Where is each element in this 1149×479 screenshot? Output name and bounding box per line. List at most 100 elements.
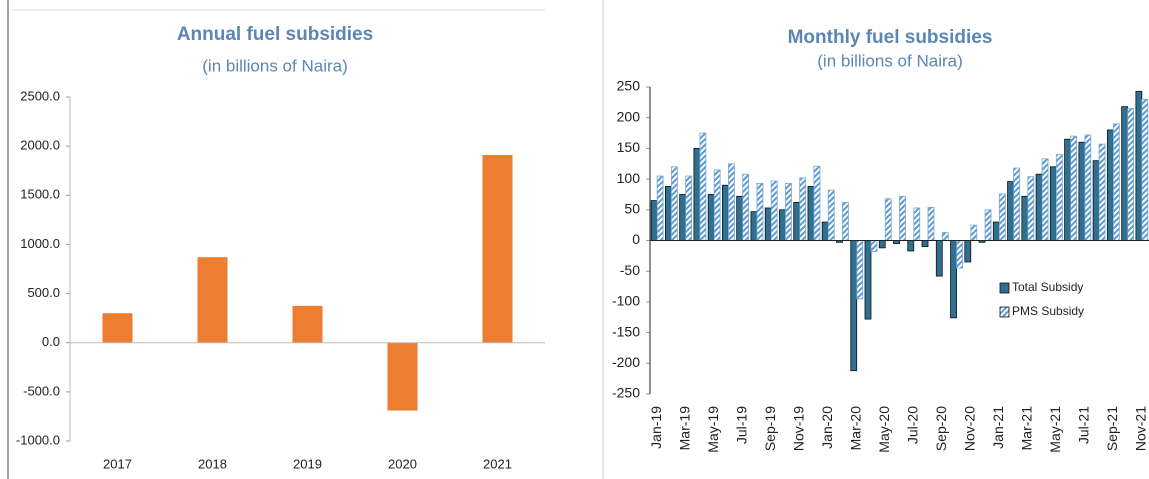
bar	[856, 240, 864, 300]
x-tick-label: Sep-20	[933, 406, 949, 451]
bar	[685, 175, 693, 241]
bar	[941, 232, 949, 241]
chart-title: Monthly fuel subsidies	[788, 27, 993, 48]
bar	[1127, 108, 1135, 241]
y-tick-label: 250	[617, 78, 641, 94]
bar	[713, 169, 721, 241]
bar	[1064, 138, 1071, 241]
x-tick-label: 2019	[293, 456, 322, 471]
bar	[793, 202, 801, 241]
bar	[1007, 181, 1014, 241]
y-tick-label: -1000.0	[16, 432, 60, 447]
bar	[827, 189, 835, 241]
bar	[387, 342, 418, 411]
bar	[693, 147, 701, 241]
bar	[813, 165, 821, 241]
bar	[728, 163, 735, 241]
bar	[1106, 129, 1114, 241]
bar	[956, 240, 963, 269]
bar	[1055, 154, 1063, 241]
bar	[913, 207, 921, 241]
y-tick-label: -200	[612, 354, 640, 370]
y-tick-label: 150	[617, 139, 641, 155]
bar	[1084, 134, 1092, 241]
bar	[1135, 90, 1143, 241]
bar	[785, 182, 792, 241]
bar	[1141, 98, 1149, 241]
y-tick-label: -100	[612, 293, 640, 309]
bar	[870, 240, 878, 252]
y-tick-label: 100	[617, 170, 641, 186]
x-tick-label: May-20	[876, 406, 892, 453]
bar	[799, 177, 807, 241]
y-tick-label: 200	[617, 108, 641, 124]
y-tick-label: 1500.0	[20, 187, 60, 202]
y-tick-label: 2000.0	[20, 138, 60, 153]
legend-swatch	[999, 282, 1010, 294]
bar	[1098, 143, 1106, 241]
bar	[950, 240, 957, 319]
bar	[850, 240, 858, 372]
x-tick-label: Mar-21	[1019, 406, 1035, 451]
chart-subtitle: (in billions of Naira)	[817, 51, 963, 70]
x-tick-label: 2018	[198, 456, 227, 471]
x-tick-label: 2021	[483, 456, 512, 471]
x-tick-label: Jul-19	[733, 406, 749, 444]
bar	[756, 182, 764, 241]
bar	[292, 305, 323, 343]
y-tick-label: 0	[632, 231, 640, 247]
x-tick-label: Jan-19	[648, 406, 664, 449]
bar	[699, 132, 707, 241]
x-tick-label: Sep-21	[1104, 406, 1120, 451]
x-tick-label: Jul-21	[1076, 406, 1092, 444]
bar	[670, 166, 678, 241]
bar	[664, 186, 672, 241]
y-tick-label: 500.0	[27, 285, 60, 300]
y-tick-label: 1000.0	[20, 236, 60, 251]
bar	[842, 202, 849, 241]
bar	[779, 209, 786, 241]
bar	[1121, 106, 1129, 241]
bar	[964, 240, 972, 263]
bar	[1021, 195, 1029, 241]
y-tick-label: -50	[620, 262, 640, 278]
bar	[878, 240, 886, 249]
bar	[970, 224, 978, 241]
x-tick-label: Nov-21	[1133, 406, 1149, 451]
y-tick-label: 50	[624, 201, 640, 217]
bar	[679, 194, 687, 241]
bar	[927, 206, 935, 241]
bar	[984, 209, 992, 241]
chart-title: Annual fuel subsidies	[177, 24, 373, 45]
legend-swatch	[999, 306, 1010, 318]
bar	[656, 175, 664, 241]
legend-label: PMS Subsidy	[1012, 304, 1084, 318]
y-tick-label: -250	[612, 385, 640, 401]
bar	[722, 184, 729, 241]
bar	[907, 240, 915, 252]
x-tick-label: Mar-20	[847, 406, 863, 451]
x-tick-label: Jan-20	[819, 406, 835, 449]
x-tick-label: Nov-20	[961, 406, 977, 451]
bar	[807, 186, 815, 241]
bar	[1027, 176, 1035, 241]
bar	[770, 180, 778, 241]
x-tick-label: Mar-19	[676, 406, 692, 451]
bar	[736, 195, 744, 241]
y-tick-label: -500.0	[23, 383, 60, 398]
bar	[1013, 167, 1020, 241]
bar	[821, 221, 829, 241]
bar	[1078, 141, 1086, 241]
bar	[1035, 173, 1043, 241]
x-tick-label: Nov-19	[790, 406, 806, 451]
bar	[998, 193, 1006, 241]
x-tick-label: 2020	[388, 456, 417, 471]
y-tick-label: -150	[612, 323, 640, 339]
bar	[1070, 135, 1077, 241]
y-tick-label: 0.0	[42, 334, 60, 349]
bar	[1092, 160, 1100, 241]
bar	[992, 221, 1000, 241]
x-tick-label: Jan-21	[990, 406, 1006, 449]
